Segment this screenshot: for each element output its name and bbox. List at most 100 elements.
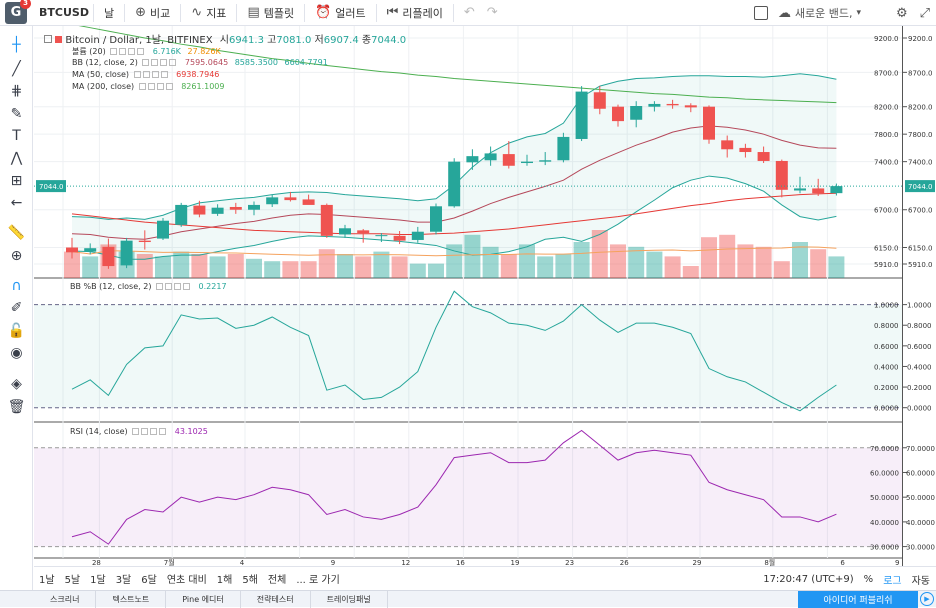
volume-bar: [300, 261, 317, 278]
trash-icon[interactable]: 🗑: [7, 398, 26, 415]
range-7[interactable]: 5해: [242, 575, 258, 586]
legend-settings-icon[interactable]: [147, 83, 155, 90]
play-icon[interactable]: ▶: [920, 592, 934, 606]
text-icon[interactable]: T: [12, 127, 21, 144]
volume-bar: [246, 258, 262, 278]
range-1[interactable]: 5날: [64, 575, 81, 586]
candle-body: [357, 230, 370, 234]
interval-button[interactable]: 날: [98, 2, 120, 24]
magnet-icon[interactable]: ∩: [11, 277, 22, 294]
tab-4[interactable]: 트레이딩패널: [311, 590, 388, 608]
legend-settings-icon[interactable]: [165, 283, 172, 290]
legend-settings-icon[interactable]: [141, 428, 149, 435]
redo-button[interactable]: ↷: [481, 2, 504, 24]
legend-more-icon[interactable]: [137, 48, 145, 55]
tabs-list: 스크리너 텍스트노트 Pine 에디터 전략테스터 트레이딩패널: [34, 590, 388, 608]
legend-close-icon[interactable]: [156, 83, 164, 90]
fullscreen-icon[interactable]: [753, 6, 768, 20]
tab-0[interactable]: 스크리너: [34, 590, 97, 608]
goto-button[interactable]: ... 로 가기: [296, 575, 340, 586]
price-scale[interactable]: 9200.0 8700.0 8200.0 7800.0 7400.0 6700.0 6150…: [902, 26, 936, 566]
range-8[interactable]: 전체: [267, 575, 287, 586]
legend-close-icon[interactable]: [160, 59, 168, 66]
range-5[interactable]: 연초 대비: [166, 575, 207, 586]
price-tick-label: 8700.0: [908, 69, 933, 77]
legend-volume[interactable]: 볼륨 (20) 6.716K 27.826K: [72, 46, 221, 57]
current-price-tag-label: 7044.0: [908, 183, 933, 191]
chart-legend-ohlc: Bitcoin / Dollar, 1날, BITFINEX 시6941.3 고…: [44, 31, 406, 46]
range-2[interactable]: 1달: [90, 575, 106, 586]
legend-bbp[interactable]: BB %B (12, close, 2) 0.2217: [70, 282, 227, 291]
legend-close-icon[interactable]: [151, 71, 159, 78]
tab-1[interactable]: 텍스트노트: [96, 590, 167, 608]
chevron-down-icon: ▾: [856, 8, 862, 18]
replay-button[interactable]: ⏮ 리플레이: [381, 2, 449, 24]
trendline-icon[interactable]: ╱: [12, 60, 21, 77]
layout-search[interactable]: ☁ 새로운 밴드, ▾: [778, 5, 890, 21]
legend-rsi[interactable]: RSI (14, close) 43.1025: [70, 427, 208, 436]
price-scale-canvas: 9200.0 8700.0 8200.0 7800.0 7400.0 6700.0 6150…: [903, 35, 935, 552]
low-value: 6907.4: [323, 35, 359, 46]
percent-toggle[interactable]: %: [863, 573, 874, 585]
legend-more-icon[interactable]: [159, 428, 167, 435]
compare-button[interactable]: ⊕ 비교: [129, 2, 176, 24]
chart-area[interactable]: 9200.0 8700.0 8200.0 7800.0 7400.0 6700.0 6150…: [34, 23, 902, 567]
legend-close-icon[interactable]: [128, 48, 136, 55]
crosshair-icon[interactable]: ┼: [12, 36, 21, 53]
auto-toggle[interactable]: 자동: [911, 575, 930, 587]
legend-bb[interactable]: BB (12, close, 2) 7595.0645 8585.3500 66…: [72, 58, 328, 67]
legend-eye-icon[interactable]: [110, 48, 118, 55]
candle-body: [830, 186, 843, 194]
settings-button[interactable]: ⚙: [890, 2, 914, 24]
snapshot-button[interactable]: ⤢: [914, 2, 936, 24]
legend-more-icon[interactable]: [160, 71, 168, 78]
legend-close-icon[interactable]: [150, 428, 158, 435]
range-3[interactable]: 3달: [115, 575, 132, 586]
templates-button[interactable]: ▤ 템플릿: [241, 2, 300, 24]
legend-ma200[interactable]: MA (200, close) 8261.1009: [72, 82, 224, 91]
range-0[interactable]: 1날: [39, 575, 55, 586]
price-tick-label: 6150.0: [908, 245, 933, 253]
pitchfork-icon[interactable]: ⋕: [10, 82, 23, 99]
legend-settings-icon[interactable]: [119, 48, 127, 55]
legend-eye-icon[interactable]: [132, 428, 140, 435]
brush-icon[interactable]: ✎: [10, 105, 23, 122]
legend-settings-icon[interactable]: [151, 59, 159, 66]
legend-eye-icon[interactable]: [133, 71, 141, 78]
legend-more-icon[interactable]: [165, 83, 173, 90]
log-toggle[interactable]: 로그: [883, 575, 902, 587]
legend-eye-icon[interactable]: [142, 59, 150, 66]
legend-ma50[interactable]: MA (50, close) 6938.7946: [72, 70, 219, 79]
symbol-search[interactable]: BTCUSD: [39, 6, 89, 19]
user-avatar[interactable]: G 3: [5, 0, 31, 24]
range-6[interactable]: 1해: [216, 575, 233, 586]
legend-settings-icon[interactable]: [142, 71, 150, 78]
price-tick-label: 8200.0: [874, 104, 899, 112]
back-arrow-icon[interactable]: ←: [10, 194, 23, 211]
indicators-button[interactable]: ∿ 지표: [185, 2, 232, 24]
lock-icon[interactable]: 🔓: [7, 322, 26, 339]
interval-label: 날: [104, 6, 115, 20]
chart-canvas[interactable]: 9200.0 8700.0 8200.0 7800.0 7400.0 6700.0 6150…: [34, 23, 902, 567]
publish-idea-button[interactable]: 아이디어 퍼블리쉬: [798, 591, 918, 608]
legend-eye-icon[interactable]: [156, 283, 163, 290]
volume-bar: [719, 234, 736, 278]
pencil-lock-icon[interactable]: ✐: [10, 299, 23, 316]
legend-eye-icon[interactable]: [138, 83, 146, 90]
prediction-icon[interactable]: ⊞: [10, 172, 23, 189]
ruler-icon[interactable]: 📏: [7, 224, 26, 241]
legend-close-icon[interactable]: [174, 283, 181, 290]
alert-button[interactable]: ⏰ 얼러트: [309, 2, 372, 24]
legend-more-icon[interactable]: [169, 59, 177, 66]
range-4[interactable]: 6달: [141, 575, 157, 586]
undo-button[interactable]: ↶: [458, 2, 481, 24]
legend-collapse-icon[interactable]: [44, 35, 52, 43]
eye-icon[interactable]: ◉: [10, 344, 23, 361]
legend-more-icon[interactable]: [183, 283, 190, 290]
legend-ma50-v: 6938.7946: [176, 70, 220, 79]
tab-3[interactable]: 전략테스터: [241, 590, 311, 608]
zoom-icon[interactable]: ⊕: [10, 247, 23, 264]
layers-icon[interactable]: ◈: [11, 375, 22, 392]
tab-2[interactable]: Pine 에디터: [166, 590, 241, 608]
pattern-icon[interactable]: ⋀: [10, 149, 23, 166]
